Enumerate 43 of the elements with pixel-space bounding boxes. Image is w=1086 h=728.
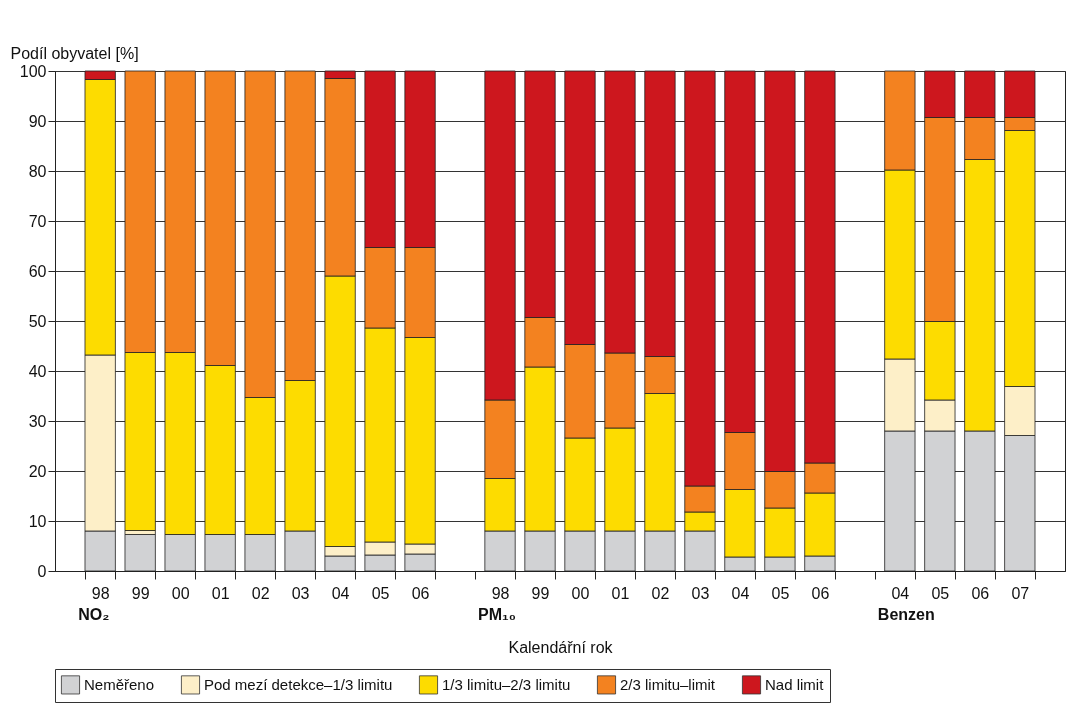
y-tick-label: 20 [28,462,47,480]
x-tick-label: 04 [731,584,750,602]
x-tick-label: 06 [811,584,830,602]
x-tick-label: 06 [411,584,430,602]
x-tick-label: 00 [571,584,590,602]
legend-label: Neměřeno [84,675,155,693]
x-tick-label: 05 [931,584,950,602]
x-tick-label: 03 [691,584,710,602]
text: Benzen [877,606,935,623]
text: PM₁₀ [478,606,516,623]
x-tick-label: 01 [611,584,630,602]
y-tick-label: 50 [28,312,47,330]
legend-label: 1/3 limitu–2/3 limitu [442,675,571,693]
y-tick-label: 80 [28,162,47,180]
x-tick-label: 98 [491,584,510,602]
x-tick-label: 05 [771,584,790,602]
x-tick-label: 03 [291,584,310,602]
legend-label: 2/3 limitu–limit [620,675,716,693]
x-tick-label: 06 [971,584,990,602]
x-tick-label: 98 [91,584,110,602]
x-axis-title: Kalendářní rok [508,638,614,656]
legend-label: Nad limit [765,675,825,693]
y-tick-label: 70 [28,212,47,230]
y-tick-label: 100 [19,62,47,80]
y-tick-label: 90 [28,112,47,130]
y-tick-label: 60 [28,262,47,280]
y-axis-title: Podíl obyvatel [%] [10,44,139,62]
y-tick-label: 30 [28,412,47,430]
text: NO₂ [78,606,110,623]
y-tick-label: 0 [37,562,47,580]
x-tick-label: 01 [211,584,230,602]
x-tick-label: 05 [371,584,390,602]
x-tick-label: 07 [1011,584,1030,602]
y-tick-label: 40 [28,362,47,380]
x-tick-label: 04 [891,584,910,602]
x-tick-label: 02 [251,584,270,602]
legend-label: Pod mezí detekce–1/3 limitu [204,675,393,693]
x-tick-label: 04 [331,584,350,602]
x-tick-label: 02 [651,584,670,602]
x-tick-label: 99 [131,584,150,602]
x-tick-label: 99 [531,584,550,602]
y-tick-label: 10 [28,512,47,530]
x-tick-label: 00 [171,584,190,602]
